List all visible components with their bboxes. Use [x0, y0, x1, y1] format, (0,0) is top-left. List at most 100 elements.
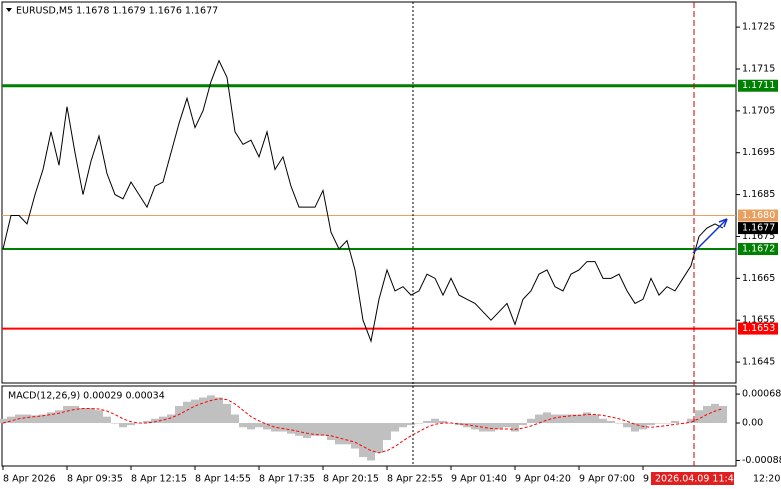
macd-bar: [423, 420, 431, 424]
macd-bar: [159, 416, 167, 424]
y-tick-label: 1.1705: [742, 105, 775, 116]
menu-triangle[interactable]: [6, 8, 12, 12]
y-tick-label: 0.00: [742, 418, 763, 429]
macd-bar: [39, 414, 47, 424]
macd-bar: [295, 423, 303, 436]
x-tick-label: 9 Apr 07:00: [579, 474, 635, 485]
macd-bar: [431, 418, 439, 424]
level-label-box: [738, 243, 778, 256]
macd-bar: [519, 423, 527, 426]
macd-bar: [711, 403, 719, 424]
level-label: 1.1711: [742, 80, 775, 91]
macd-bar: [239, 423, 247, 428]
macd-bar: [575, 414, 583, 424]
macd-panel: 0.00068 0.00 -0.00088: [0, 389, 781, 466]
current-price-label: 1.1677: [742, 223, 775, 234]
y-tick-label: 1.1725: [742, 22, 775, 33]
x-tick-label: 9 Apr 04:20: [515, 474, 571, 485]
macd-bar: [647, 423, 655, 426]
macd-bar: [375, 423, 383, 453]
macd-bar: [511, 423, 519, 432]
overlay: 1.1711 1.1680 1.1672 1.1653 1.1677 2026.04.09…: [651, 79, 780, 485]
macd-bar: [255, 423, 263, 428]
macd-bar: [247, 423, 255, 430]
macd-bar: [535, 414, 543, 424]
x-tick-label: 8 Apr 09:35: [67, 474, 123, 485]
macd-bar: [7, 416, 15, 424]
macd-panel-frame: [1, 385, 737, 467]
level-label-box: [738, 322, 778, 335]
macd-bar: [119, 423, 127, 428]
macd-bar: [263, 423, 271, 430]
macd-bar: [359, 423, 367, 458]
macd-bar: [655, 423, 663, 424]
macd-bar: [71, 406, 79, 424]
macd-bar: [663, 423, 671, 424]
trend-arrow: [718, 218, 728, 228]
macd-bar: [223, 403, 231, 424]
y-tick-label: 1.1665: [742, 273, 775, 284]
macd-bar: [583, 412, 591, 424]
x-tick-label: 12:20: [753, 474, 780, 485]
levels: [2, 84, 736, 330]
y-tick-label: -0.00088: [742, 455, 781, 466]
macd-bar: [383, 423, 391, 441]
macd-bar: [351, 423, 359, 449]
macd-bar: [199, 397, 207, 424]
macd-bar: [687, 418, 695, 424]
cursor-time-box: [651, 472, 734, 485]
x-tick-label: 8 Apr 14:55: [195, 474, 251, 485]
y-tick-label: 1.1655: [742, 315, 775, 326]
macd-bar: [631, 423, 639, 432]
y-tick-label: 1.1685: [742, 189, 775, 200]
macd-bar: [111, 423, 119, 424]
macd-bar: [719, 406, 727, 424]
price-line: [2, 59, 724, 343]
macd-bar: [55, 410, 63, 424]
macd-bar: [319, 423, 327, 436]
macd-bar: [503, 423, 511, 428]
macd-bar: [63, 406, 71, 424]
macd-bar: [151, 418, 159, 424]
macd-bar: [183, 401, 191, 424]
macd-bar: [279, 423, 287, 432]
macd-bar: [327, 423, 335, 441]
macd-bar: [559, 414, 567, 424]
macd-bar: [399, 423, 407, 428]
macd-bar: [231, 414, 239, 424]
macd-bar: [191, 399, 199, 424]
macd-bar: [615, 423, 623, 424]
macd-bar: [0, 418, 7, 424]
y-tick-label: 1.1695: [742, 147, 775, 158]
y-tick-label: 1.1715: [742, 63, 775, 74]
macd-bar: [287, 423, 295, 434]
macd-bar: [567, 414, 575, 424]
level-label-box: [738, 209, 778, 222]
macd-bar: [551, 414, 559, 424]
y-tick-label: 0.00068: [742, 389, 781, 400]
y-tick-label: 1.1675: [742, 231, 775, 242]
macd-bar: [311, 423, 319, 436]
cursor-time-label: 2026.04.09 11:45: [655, 474, 740, 485]
macd-bar: [695, 410, 703, 424]
macd-bar: [471, 423, 479, 430]
y-tick-label: 1.1645: [742, 357, 775, 368]
macd-signal: [2, 398, 724, 454]
level-label: 1.1680: [742, 210, 775, 221]
macd-bar: [623, 423, 631, 428]
macd-bar: [439, 420, 447, 424]
x-tick-label: 8 Apr 17:35: [259, 474, 315, 485]
level-label-box: [738, 79, 778, 92]
macd-bar: [591, 414, 599, 424]
macd-bar: [207, 395, 215, 424]
macd-bar: [479, 423, 487, 432]
macd-bar: [23, 414, 31, 424]
macd-bar: [95, 410, 103, 424]
macd-bar: [103, 416, 111, 424]
macd-bar: [455, 423, 463, 426]
macd-bar: [31, 415, 39, 424]
macd-bar: [487, 423, 495, 432]
macd-bar: [79, 408, 87, 424]
macd-bar: [303, 423, 311, 438]
